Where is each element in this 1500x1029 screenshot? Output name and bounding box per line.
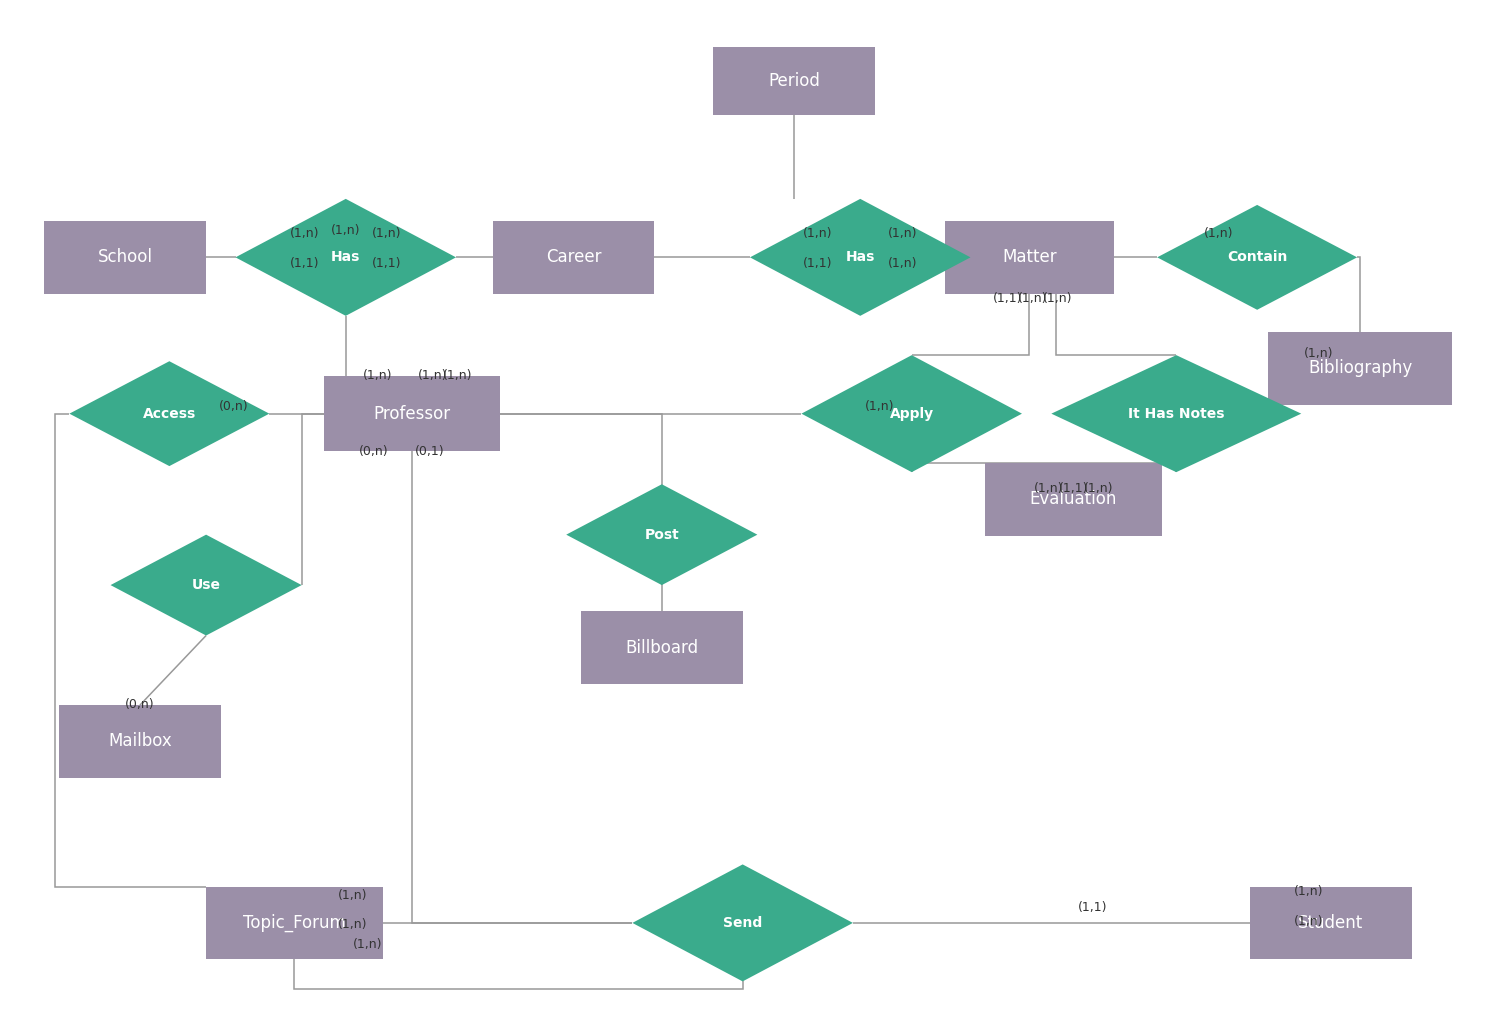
Text: School: School	[98, 248, 153, 267]
Text: Send: Send	[723, 916, 762, 930]
FancyBboxPatch shape	[58, 705, 220, 778]
Text: Has: Has	[332, 250, 360, 264]
Text: Bibliography: Bibliography	[1308, 359, 1412, 378]
Text: Billboard: Billboard	[626, 639, 699, 657]
Text: Period: Period	[768, 72, 820, 90]
Text: (1,n): (1,n)	[1294, 885, 1323, 897]
Text: (1,n): (1,n)	[339, 918, 368, 931]
Text: (1,n): (1,n)	[332, 224, 360, 238]
Text: (1,n): (1,n)	[1083, 482, 1113, 495]
Text: (1,1): (1,1)	[802, 257, 832, 271]
Polygon shape	[111, 535, 302, 636]
Text: (1,n): (1,n)	[1034, 482, 1064, 495]
Text: Access: Access	[142, 406, 196, 421]
Text: (1,n): (1,n)	[802, 227, 832, 240]
Text: (1,n): (1,n)	[888, 227, 918, 240]
Text: (0,n): (0,n)	[358, 446, 388, 459]
FancyBboxPatch shape	[206, 887, 382, 959]
Text: (1,n): (1,n)	[352, 938, 382, 951]
FancyBboxPatch shape	[45, 221, 206, 293]
Text: (1,n): (1,n)	[864, 400, 894, 413]
Text: (1,n): (1,n)	[1304, 347, 1334, 360]
Text: (1,n): (1,n)	[442, 368, 472, 382]
FancyBboxPatch shape	[1250, 887, 1412, 959]
Text: Apply: Apply	[890, 406, 934, 421]
Text: Contain: Contain	[1227, 250, 1287, 264]
FancyBboxPatch shape	[714, 46, 874, 115]
Polygon shape	[633, 864, 854, 982]
Text: (0,n): (0,n)	[219, 400, 249, 413]
FancyBboxPatch shape	[1268, 332, 1452, 404]
Text: Student: Student	[1298, 914, 1364, 932]
Text: (0,1): (0,1)	[416, 446, 444, 459]
Text: (1,n): (1,n)	[1042, 292, 1072, 306]
Text: (1,n): (1,n)	[363, 368, 393, 382]
Text: (1,1): (1,1)	[993, 292, 1022, 306]
FancyBboxPatch shape	[945, 221, 1114, 293]
Polygon shape	[1052, 355, 1300, 472]
Text: Career: Career	[546, 248, 602, 267]
Text: Professor: Professor	[374, 404, 450, 423]
Text: (1,n): (1,n)	[339, 889, 368, 901]
Text: (1,n): (1,n)	[888, 257, 918, 271]
Text: (1,1): (1,1)	[372, 257, 402, 271]
Text: (1,n): (1,n)	[290, 227, 320, 240]
FancyBboxPatch shape	[492, 221, 654, 293]
Polygon shape	[1156, 205, 1358, 310]
FancyBboxPatch shape	[986, 463, 1161, 536]
Text: (1,1): (1,1)	[290, 257, 320, 271]
Text: It Has Notes: It Has Notes	[1128, 406, 1224, 421]
Text: Matter: Matter	[1002, 248, 1056, 267]
Text: (1,n): (1,n)	[1204, 227, 1233, 240]
Polygon shape	[236, 199, 456, 316]
Text: (0,n): (0,n)	[124, 698, 154, 711]
Polygon shape	[69, 361, 270, 466]
Text: Evaluation: Evaluation	[1029, 491, 1118, 508]
Text: Post: Post	[645, 528, 680, 541]
Text: (1,1): (1,1)	[1059, 482, 1088, 495]
Text: (1,n): (1,n)	[372, 227, 402, 240]
Text: Has: Has	[846, 250, 874, 264]
Text: Topic_Forum: Topic_Forum	[243, 914, 345, 932]
Text: (1,1): (1,1)	[1077, 901, 1107, 915]
Text: (1,n): (1,n)	[419, 368, 447, 382]
Polygon shape	[750, 199, 970, 316]
Text: (1,n): (1,n)	[1294, 915, 1323, 928]
FancyBboxPatch shape	[580, 611, 742, 684]
Polygon shape	[801, 355, 1022, 472]
Polygon shape	[567, 485, 758, 586]
Text: (1,n): (1,n)	[1017, 292, 1047, 306]
FancyBboxPatch shape	[324, 376, 500, 452]
Text: Use: Use	[192, 578, 220, 592]
Text: Mailbox: Mailbox	[108, 733, 172, 750]
